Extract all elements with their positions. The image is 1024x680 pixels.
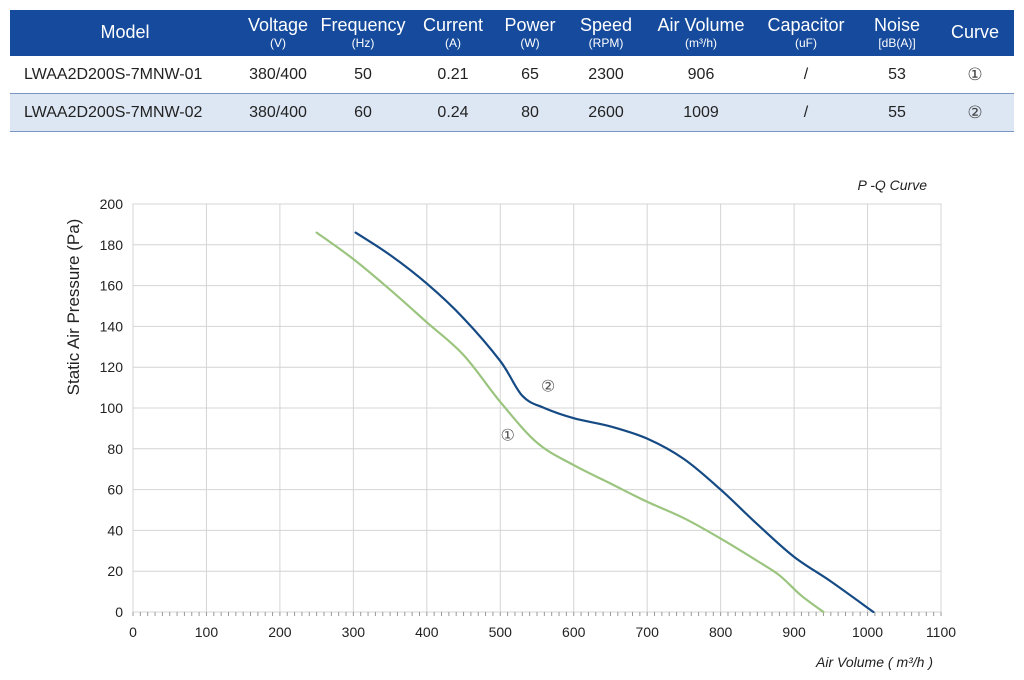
cell-capacitor: / [754, 93, 858, 132]
cell-noise: 53 [858, 56, 936, 94]
x-tick-label: 500 [489, 624, 513, 640]
tick-layer: 0 20 40 60 80 100 120 140 160 180 200 0 100 200 300 400… [100, 196, 957, 640]
x-tick-label: 300 [342, 624, 366, 640]
table-row: LWAA2D200S-7MNW-01 380/400 50 0.21 65 23… [10, 56, 1014, 94]
cell-frequency: 60 [316, 93, 410, 132]
table-row: LWAA2D200S-7MNW-02 380/400 60 0.24 80 26… [10, 93, 1014, 132]
y-tick-label: 80 [107, 441, 123, 457]
header-voltage: Voltage (V) [240, 10, 316, 56]
cell-curve: ② [936, 93, 1014, 132]
y-tick-label: 20 [107, 563, 123, 579]
x-tick-label: 900 [782, 624, 806, 640]
x-tick-label: 100 [195, 624, 219, 640]
cell-speed: 2300 [564, 56, 648, 94]
header-frequency: Frequency (Hz) [316, 10, 410, 56]
y-tick-label: 200 [100, 196, 124, 212]
y-tick-label: 160 [100, 278, 124, 294]
spec-table: Model Voltage (V) Frequency (Hz) Current (A… [10, 10, 1014, 132]
x-tick-label: 1000 [852, 624, 883, 640]
header-power: Power (W) [496, 10, 564, 56]
x-tick-label: 600 [562, 624, 586, 640]
cell-noise: 55 [858, 93, 936, 132]
header-curve: Curve [936, 10, 1014, 56]
cell-model: LWAA2D200S-7MNW-01 [10, 56, 240, 94]
curve-label-2: ① [500, 426, 514, 445]
y-axis-title: Static Air Pressure (Pa) [64, 219, 83, 396]
curve-label-1: ② [541, 377, 555, 396]
cell-current: 0.21 [410, 56, 496, 94]
header-speed: Speed (RPM) [564, 10, 648, 56]
annotation-layer: ②① [500, 377, 555, 445]
cell-model: LWAA2D200S-7MNW-02 [10, 93, 240, 132]
y-tick-label: 180 [100, 237, 124, 253]
cell-capacitor: / [754, 56, 858, 94]
y-tick-label: 100 [100, 400, 124, 416]
header-noise: Noise [dB(A)] [858, 10, 936, 56]
x-tick-label: 0 [129, 624, 137, 640]
y-tick-label: 140 [100, 318, 124, 334]
x-tick-label: 1100 [926, 624, 956, 640]
cell-speed: 2600 [564, 93, 648, 132]
x-tick-label: 200 [268, 624, 292, 640]
header-model: Model [10, 10, 240, 56]
header-capacitor: Capacitor (uF) [754, 10, 858, 56]
y-tick-label: 120 [100, 359, 124, 375]
cell-power: 80 [496, 93, 564, 132]
x-tick-label: 400 [415, 624, 439, 640]
y-tick-label: 40 [107, 522, 123, 538]
series-line-1 [315, 231, 825, 614]
x-tick-label: 800 [709, 624, 733, 640]
header-current: Current (A) [410, 10, 496, 56]
y-tick-label: 60 [107, 482, 123, 498]
table-header-row: Model Voltage (V) Frequency (Hz) Current (A… [10, 10, 1014, 56]
grid-layer [132, 203, 942, 613]
cell-current: 0.24 [410, 93, 496, 132]
series-line-2 [354, 231, 875, 614]
y-tick-label: 0 [115, 604, 123, 620]
cell-voltage: 380/400 [240, 93, 316, 132]
chart-title: P -Q Curve [858, 177, 928, 193]
cell-voltage: 380/400 [240, 56, 316, 94]
cell-curve: ① [936, 56, 1014, 94]
pq-curve-chart: 0 20 40 60 80 100 120 140 160 180 200 0 100 200 300 400… [64, 177, 957, 670]
cell-air-volume: 1009 [648, 93, 754, 132]
series-layer [315, 231, 875, 614]
cell-air-volume: 906 [648, 56, 754, 94]
cell-power: 65 [496, 56, 564, 94]
x-tick-label: 700 [636, 624, 660, 640]
header-air-volume: Air Volume (m³/h) [648, 10, 754, 56]
cell-frequency: 50 [316, 56, 410, 94]
x-axis-title: Air Volume ( m³/h ) [815, 654, 933, 670]
